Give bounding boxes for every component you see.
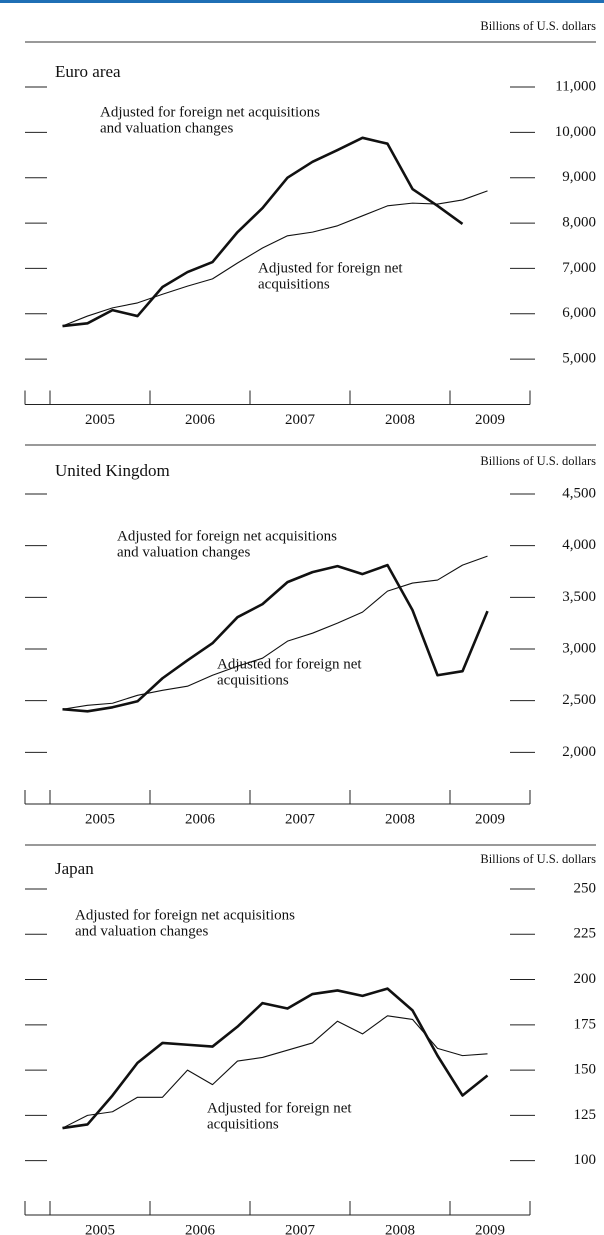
x-tick-label: 2007 bbox=[285, 412, 316, 428]
y-tick-label: 100 bbox=[574, 1152, 597, 1168]
series-label: Adjusted for foreign net bbox=[207, 1100, 352, 1116]
series-label: acquisitions bbox=[258, 276, 330, 292]
top-rule bbox=[0, 0, 604, 3]
series-label: and valuation changes bbox=[100, 120, 233, 136]
panel-title: United Kingdom bbox=[55, 461, 170, 480]
x-tick-label: 2009 bbox=[475, 1222, 505, 1235]
y-tick-label: 4,000 bbox=[562, 537, 596, 553]
y-tick-label: 3,000 bbox=[562, 640, 596, 656]
y-tick-label: 7,000 bbox=[562, 260, 596, 276]
panel-title: Euro area bbox=[55, 62, 121, 81]
y-tick-label: 175 bbox=[574, 1016, 597, 1032]
y-tick-label: 2,000 bbox=[562, 744, 596, 760]
y-tick-label: 150 bbox=[574, 1062, 597, 1078]
y-tick-label: 2,500 bbox=[562, 692, 596, 708]
x-tick-label: 2008 bbox=[385, 811, 415, 827]
x-tick-label: 2006 bbox=[185, 1222, 216, 1235]
series-line bbox=[62, 563, 489, 713]
series-label: acquisitions bbox=[207, 1116, 279, 1132]
y-tick-label: 11,000 bbox=[555, 78, 596, 94]
y-tick-label: 225 bbox=[574, 926, 597, 942]
series-label: acquisitions bbox=[217, 672, 289, 688]
y-tick-label: 8,000 bbox=[562, 215, 596, 231]
unit-label: Billions of U.S. dollars bbox=[480, 19, 596, 33]
series-line bbox=[62, 987, 489, 1130]
x-tick-label: 2005 bbox=[85, 412, 115, 428]
y-tick-label: 250 bbox=[574, 880, 597, 896]
series-line bbox=[62, 136, 464, 328]
x-tick-label: 2007 bbox=[285, 811, 316, 827]
y-tick-label: 125 bbox=[574, 1107, 597, 1123]
series-label: and valuation changes bbox=[117, 544, 250, 560]
series-label: Adjusted for foreign net acquisitions bbox=[117, 528, 337, 544]
series-label: and valuation changes bbox=[75, 923, 208, 939]
panel-title: Japan bbox=[55, 859, 94, 878]
y-tick-label: 10,000 bbox=[555, 124, 596, 140]
x-tick-label: 2005 bbox=[85, 1222, 115, 1235]
y-tick-label: 9,000 bbox=[562, 169, 596, 185]
unit-label: Billions of U.S. dollars bbox=[480, 454, 596, 468]
series-label: Adjusted for foreign net bbox=[217, 656, 362, 672]
x-tick-label: 2005 bbox=[85, 811, 115, 827]
series-line bbox=[62, 555, 488, 710]
y-tick-label: 3,500 bbox=[562, 589, 596, 605]
unit-label: Billions of U.S. dollars bbox=[480, 852, 596, 866]
x-tick-label: 2008 bbox=[385, 412, 415, 428]
series-label: Adjusted for foreign net acquisitions bbox=[75, 907, 295, 923]
x-tick-label: 2007 bbox=[285, 1222, 316, 1235]
series-label: Adjusted for foreign net acquisitions bbox=[100, 104, 320, 120]
x-tick-label: 2009 bbox=[475, 412, 505, 428]
y-tick-label: 200 bbox=[574, 971, 597, 987]
x-tick-label: 2006 bbox=[185, 811, 216, 827]
series-line bbox=[62, 190, 488, 327]
y-tick-label: 4,500 bbox=[562, 485, 596, 501]
y-tick-label: 5,000 bbox=[562, 351, 596, 367]
series-line bbox=[62, 1015, 488, 1129]
y-tick-label: 6,000 bbox=[562, 305, 596, 321]
x-tick-label: 2009 bbox=[475, 811, 505, 827]
x-tick-label: 2008 bbox=[385, 1222, 415, 1235]
series-label: Adjusted for foreign net bbox=[258, 260, 403, 276]
x-tick-label: 2006 bbox=[185, 412, 216, 428]
